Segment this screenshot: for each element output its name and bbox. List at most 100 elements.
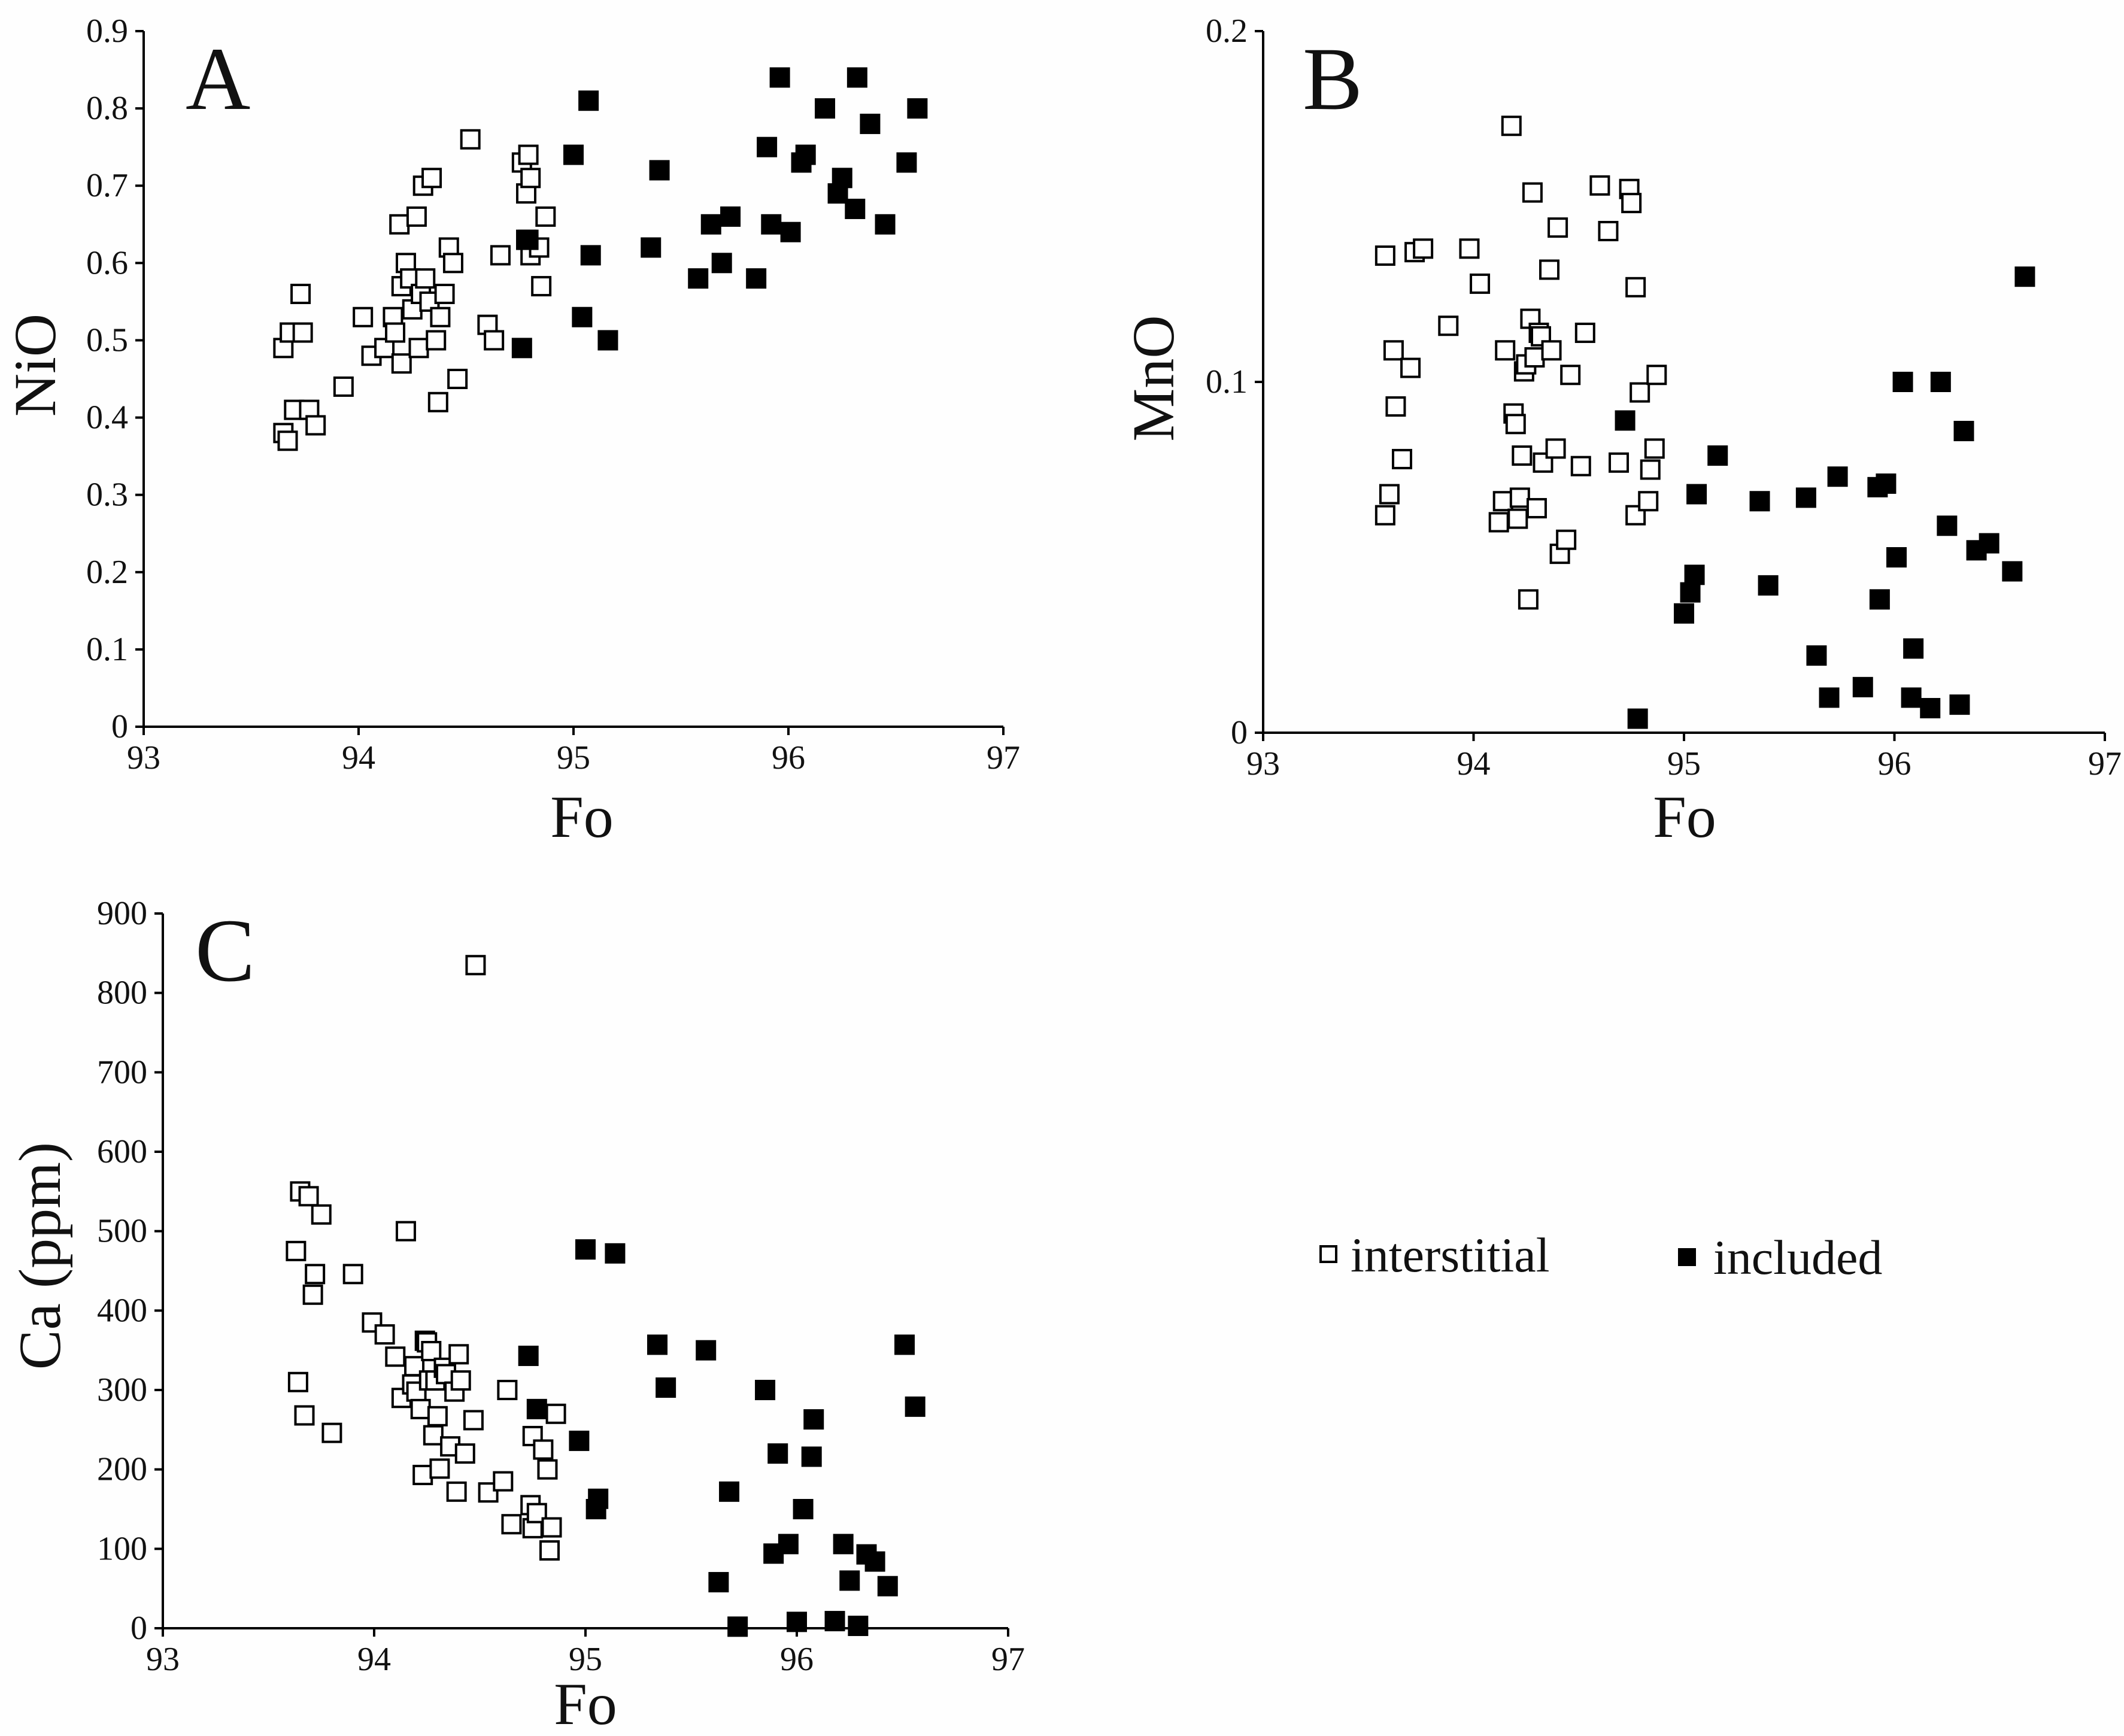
panel-c-point-interstitial (497, 1380, 518, 1400)
panel-c-point-included (864, 1551, 885, 1572)
panel-a-y-tick-label: 0.9 (86, 13, 128, 50)
panel-b-point-interstitial (1640, 459, 1661, 480)
panel-b-point-interstitial (1518, 589, 1539, 610)
panel-c-point-interstitial (427, 1406, 448, 1427)
panel-a-point-included (711, 253, 732, 274)
panel-b-point-interstitial (1539, 259, 1560, 280)
panel-c-point-interstitial (539, 1540, 560, 1561)
panel-a-point-interstitial (447, 369, 468, 389)
panel-b-point-included (1819, 687, 1840, 708)
panel-a-y-tick-label: 0 (111, 708, 128, 745)
panel-b-x-tick-label: 97 (2088, 745, 2122, 782)
panel-a-point-included (518, 229, 539, 250)
panel-a-point-interstitial (535, 206, 556, 227)
panel-a-point-included (572, 306, 593, 327)
panel-c-point-interstitial (501, 1514, 522, 1535)
panel-b-point-interstitial (1541, 340, 1562, 361)
panel-a-point-included (641, 237, 662, 258)
panel-a-point-included (875, 214, 896, 235)
panel-a-point-included (845, 198, 866, 219)
panel-c-x-tick-label: 97 (991, 1641, 1025, 1678)
panel-a-points (273, 67, 928, 451)
panel-a-point-interstitial (391, 353, 412, 374)
panel-c: C Ca (ppm) Fo 93 94 95 96 97 0 100 200 300 400 50… (7, 895, 1025, 1736)
panel-b-point-interstitial (1545, 438, 1566, 459)
panel-a-point-included (578, 90, 599, 111)
panel-a-y-tick-label: 0.2 (86, 554, 128, 591)
panel-b-point-interstitial (1625, 277, 1646, 298)
panel-a-label: A (186, 29, 250, 129)
panel-c-point-included (575, 1239, 596, 1260)
panel-c-axes (162, 913, 1008, 1629)
panel-b-y-ticks: 0 0.1 0.2 (1206, 13, 1263, 751)
panel-b-point-included (1749, 491, 1770, 512)
panel-c-point-interstitial (311, 1204, 332, 1225)
panel-b-point-included (1806, 645, 1827, 666)
panel-a-point-interstitial (421, 168, 442, 189)
panel-c-y-ticks: 0 100 200 300 400 500 600 700 800 900 (97, 895, 163, 1647)
panel-a-y-tick-label: 0.7 (86, 167, 128, 204)
panel-c-point-interstitial (342, 1264, 363, 1285)
panel-c-xlabel: Fo (554, 1671, 617, 1736)
panel-b-point-interstitial (1621, 193, 1642, 214)
panel-a-point-included (563, 144, 584, 165)
panel-b-x-tick-label: 96 (1878, 745, 1911, 782)
panel-c-point-interstitial (421, 1340, 442, 1361)
panel-b-y-tick-label: 0 (1231, 714, 1248, 751)
panel-c-point-included (526, 1398, 547, 1419)
panel-a-point-interstitial (406, 206, 427, 227)
panel-b-point-interstitial (1574, 322, 1595, 343)
panel-b-y-tick-label: 0.2 (1206, 13, 1248, 50)
panel-a-point-interstitial (305, 415, 326, 436)
panel-b-point-included (1966, 540, 1987, 561)
panel-c-point-included (708, 1572, 729, 1593)
panel-b-point-interstitial (1589, 175, 1610, 196)
panel-b-point-included (1758, 575, 1779, 596)
panel-c-point-interstitial (287, 1371, 308, 1392)
panel-c-point-interstitial (493, 1471, 514, 1492)
panel-c-point-included (793, 1499, 814, 1519)
panel-b-x-tick-label: 93 (1246, 745, 1280, 782)
panel-c-y-tick-label: 0 (131, 1610, 147, 1647)
panel-c-point-interstitial (412, 1464, 433, 1485)
panel-b-point-interstitial (1560, 365, 1581, 386)
panel-c-point-included (767, 1443, 788, 1464)
panel-b-point-interstitial (1522, 182, 1543, 203)
panel-b-point-interstitial (1509, 487, 1530, 508)
panel-c-point-included (894, 1334, 915, 1355)
legend-label-included: included (1713, 1230, 1882, 1285)
panel-c-points (286, 955, 926, 1637)
panel-a-y-tick-label: 0.4 (86, 399, 128, 436)
panel-a-point-interstitial (518, 144, 539, 165)
panel-c-point-interstitial (450, 1370, 471, 1391)
panel-b-point-interstitial (1492, 491, 1513, 512)
panel-a-point-included (649, 160, 670, 181)
panel-b-points (1374, 116, 2035, 729)
panel-c-x-tick-label: 93 (146, 1641, 180, 1678)
panel-b-point-included (1903, 638, 1924, 659)
panel-a-point-interstitial (427, 391, 448, 412)
panel-a-point-interstitial (353, 306, 374, 327)
panel-a-point-included (860, 113, 881, 134)
panel-b-point-interstitial (1391, 448, 1412, 469)
panel-b-point-interstitial (1501, 116, 1522, 136)
panel-c-point-included (588, 1488, 609, 1509)
panel-c-point-included (778, 1534, 799, 1555)
panel-b-x-tick-label: 94 (1457, 745, 1491, 782)
panel-c-point-included (803, 1409, 824, 1430)
panel-b-point-interstitial (1630, 382, 1650, 403)
panel-a-point-included (815, 98, 836, 119)
panel-b-point-included (1852, 676, 1873, 697)
panel-c-y-tick-label: 800 (97, 975, 147, 1012)
panel-b-point-interstitial (1413, 238, 1434, 259)
panel-c-point-interstitial (446, 1481, 467, 1502)
panel-c-point-interstitial (374, 1324, 395, 1345)
panel-a-point-interstitial (415, 268, 436, 289)
panel-a-point-interstitial (292, 322, 313, 343)
panel-c-point-interstitial (448, 1344, 469, 1365)
panel-c-point-interstitial (302, 1284, 323, 1305)
panel-c-point-included (727, 1616, 748, 1637)
legend: interstitial included (1319, 1228, 1882, 1285)
panel-b-point-interstitial (1400, 357, 1421, 378)
panel-a-point-interstitial (408, 338, 429, 359)
